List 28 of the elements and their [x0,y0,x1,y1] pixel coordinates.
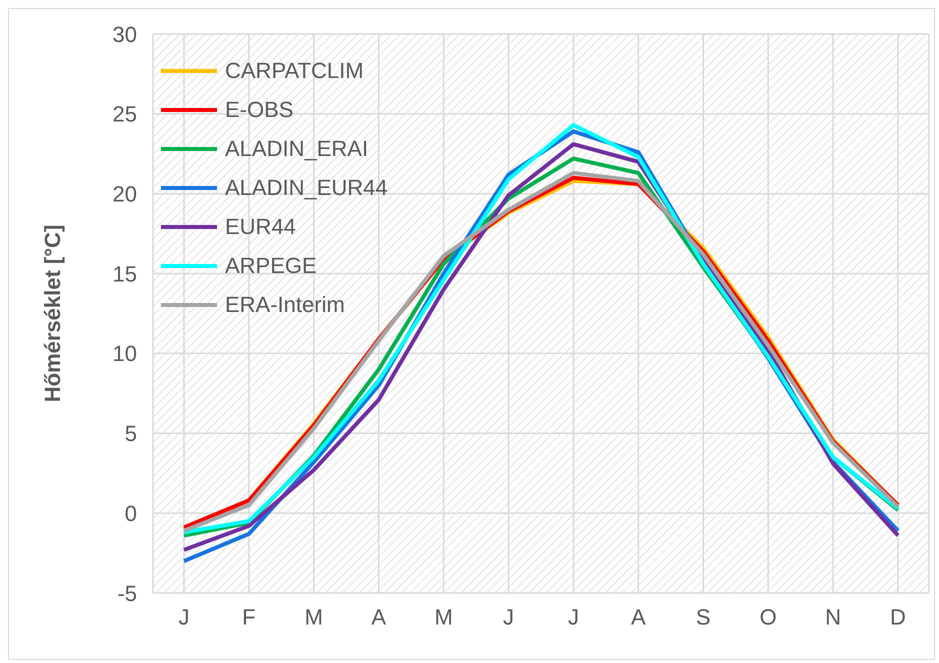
x-tick-label: J [503,604,514,630]
x-tick-label: A [631,604,646,630]
x-tick-label: J [178,604,190,630]
x-tick-label: O [760,604,777,630]
legend-label: E-OBS [225,96,294,122]
y-tick-label: 20 [112,182,137,207]
x-tick-label: A [371,604,386,630]
y-tick-label: 30 [112,22,137,47]
y-tick-label: 15 [112,261,137,286]
x-tick-label: M [304,604,323,630]
x-tick-label: F [242,604,256,630]
y-tick-label: 10 [112,341,137,366]
y-tick-label: -5 [117,580,137,606]
legend-label: ALADIN_EUR44 [225,174,388,200]
y-tick-label: 5 [124,421,137,446]
legend-label: ALADIN_ERAI [225,136,368,162]
x-tick-label: M [434,604,453,630]
legend-label: ERA-Interim [225,292,345,318]
x-tick-label: J [568,604,579,630]
y-axis-title: Hőmérséklet [°C] [40,224,65,402]
legend-label: ARPEGE [225,252,317,278]
legend-label: EUR44 [225,214,296,240]
x-tick-label: D [890,604,906,630]
x-tick-label: S [696,604,711,630]
x-tick-label: N [825,604,842,630]
y-tick-label: 25 [112,102,137,127]
legend-label: CARPATCLIM [225,58,364,84]
y-tick-label: 0 [124,500,137,526]
